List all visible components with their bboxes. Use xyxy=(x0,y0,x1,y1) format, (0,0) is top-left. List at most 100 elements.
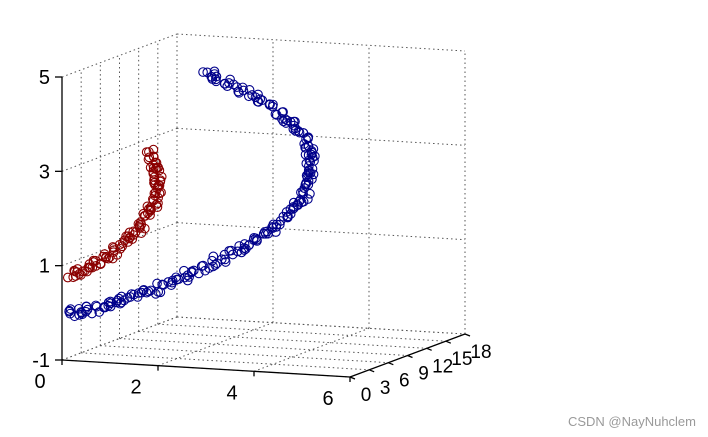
grid-line xyxy=(119,338,408,356)
x-tick-label: 4 xyxy=(226,382,237,404)
data-point xyxy=(253,89,263,100)
data-point xyxy=(151,157,162,168)
data-point xyxy=(64,305,75,316)
data-point xyxy=(244,85,255,95)
data-point xyxy=(156,187,166,198)
data-point xyxy=(288,124,299,134)
data-point xyxy=(167,275,178,286)
data-point xyxy=(271,110,282,120)
grid-line xyxy=(253,327,370,372)
grid-line xyxy=(176,127,466,146)
data-point xyxy=(298,189,308,199)
data-point xyxy=(294,196,304,207)
data-point xyxy=(288,116,299,127)
y-tick-label: 9 xyxy=(418,364,429,385)
data-point xyxy=(283,211,293,222)
data-point xyxy=(252,236,262,246)
data-point xyxy=(115,243,126,254)
data-point xyxy=(202,67,213,78)
y-tick-mark xyxy=(464,333,471,337)
data-point xyxy=(98,302,109,313)
axes xyxy=(55,76,471,382)
data-point xyxy=(100,253,111,263)
data-point xyxy=(88,257,99,268)
y-tick-mark xyxy=(368,369,375,373)
data-point xyxy=(76,307,86,317)
scatter-series xyxy=(64,66,320,322)
y-tick-label: 3 xyxy=(380,378,391,399)
data-point xyxy=(149,177,160,188)
data-point xyxy=(154,180,165,191)
x-tick-label: 6 xyxy=(322,388,333,410)
data-point xyxy=(145,285,156,296)
data-point xyxy=(198,67,208,77)
data-point xyxy=(292,199,302,210)
data-point xyxy=(77,308,87,318)
data-point xyxy=(136,219,147,230)
data-point xyxy=(152,278,162,289)
z-tick-label: 5 xyxy=(39,67,50,89)
data-point xyxy=(220,78,230,89)
data-point xyxy=(156,171,167,182)
y-tick-label: 12 xyxy=(432,356,453,377)
data-point xyxy=(145,210,155,220)
z-tick-label: 1 xyxy=(39,256,50,278)
x-tick-label: 0 xyxy=(34,371,45,393)
data-point xyxy=(138,284,149,295)
data-point xyxy=(95,258,106,269)
data-point xyxy=(222,81,233,91)
z-tick-label: 3 xyxy=(39,161,50,183)
data-point xyxy=(158,280,169,290)
grid-line xyxy=(157,322,274,367)
data-point xyxy=(255,94,266,104)
grid-line xyxy=(100,345,389,364)
data-point xyxy=(166,280,177,290)
data-point xyxy=(303,179,314,190)
y-tick-mark xyxy=(445,340,452,344)
y-tick-label: 18 xyxy=(470,342,491,363)
data-point xyxy=(188,265,199,276)
data-point xyxy=(98,251,109,262)
data-point xyxy=(239,239,250,249)
data-point xyxy=(179,265,189,276)
data-point xyxy=(285,209,296,219)
grid-line xyxy=(138,330,427,349)
data-series xyxy=(62,66,320,322)
data-point xyxy=(150,289,161,299)
data-point xyxy=(267,101,278,112)
watermark-text: CSDN @NayNuhclem xyxy=(567,414,696,429)
data-point xyxy=(90,255,101,266)
data-point xyxy=(243,91,254,102)
data-point xyxy=(180,272,190,283)
grid-line xyxy=(176,222,466,241)
y-tick-label: 0 xyxy=(361,385,372,406)
grid-lines xyxy=(61,33,466,378)
x-axis-line xyxy=(61,359,351,378)
data-point xyxy=(264,99,275,110)
data-point xyxy=(72,264,83,274)
data-point xyxy=(208,251,219,262)
data-point xyxy=(81,301,92,312)
data-point xyxy=(233,86,244,97)
y-tick-label: 6 xyxy=(399,371,410,392)
data-point xyxy=(209,69,220,79)
scatter-series xyxy=(62,144,167,283)
grid-line xyxy=(157,323,446,342)
data-point xyxy=(280,114,290,124)
y-tick-label: 15 xyxy=(451,349,472,370)
data-point xyxy=(144,147,154,157)
data-point xyxy=(173,274,184,285)
x-tick-label: 2 xyxy=(130,377,141,399)
data-point xyxy=(144,152,155,163)
grid-line xyxy=(176,33,466,52)
data-point xyxy=(105,296,116,307)
data-point xyxy=(196,261,207,272)
data-point xyxy=(132,292,143,302)
data-point xyxy=(305,168,316,179)
data-point xyxy=(126,289,137,299)
y-tick-mark xyxy=(426,347,432,351)
data-point xyxy=(123,231,133,242)
y-tick-mark xyxy=(407,354,413,359)
data-point xyxy=(148,144,159,155)
grid-line xyxy=(61,33,178,78)
